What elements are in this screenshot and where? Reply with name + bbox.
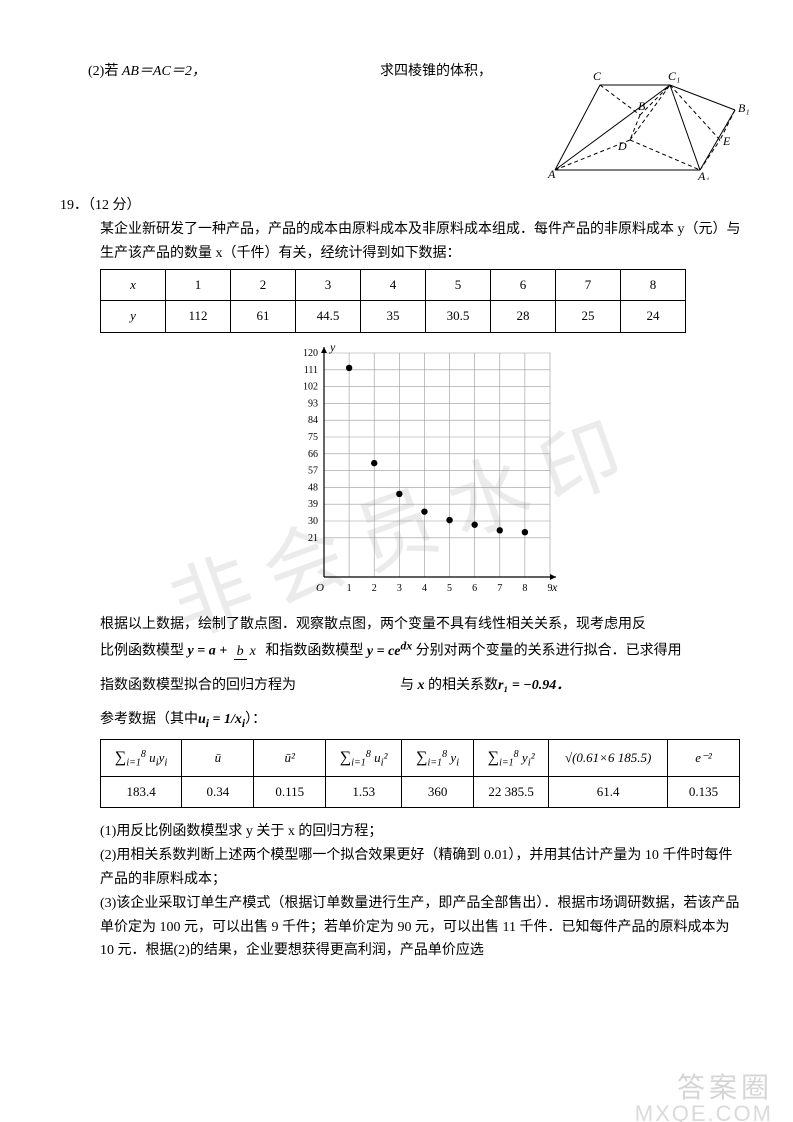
rt-v1: 0.34 <box>182 777 254 808</box>
svg-text:39: 39 <box>308 499 318 510</box>
q19-intro: 某企业新研发了一种产品，产品的成本由原料成本及非原料成本组成．每件产品的非原料成… <box>100 218 743 266</box>
t1-r8: 24 <box>621 301 686 332</box>
q19-sub2: (2)用相关系数判断上述两个模型哪一个拟合效果更好（精确到 0.01），并用其估… <box>100 844 743 892</box>
q19-t3-left: 指数函数模型拟合的回归方程为 <box>100 678 296 693</box>
t1-r6: 28 <box>491 301 556 332</box>
svg-text:8: 8 <box>522 583 527 594</box>
watermark-brand: 答案圈 <box>677 1064 773 1112</box>
t1-r4: 35 <box>361 301 426 332</box>
q19-scatter-plot: 123456789213039485766758493102111120Oxy <box>100 341 743 601</box>
rt-v6: 61.4 <box>549 777 668 808</box>
geometry-diagram: A C C₁ B₁ E A₁ B D <box>540 60 750 180</box>
q19-t2b-suf: 分别对两个变量的关系进行拟合．已求得用 <box>416 644 682 659</box>
svg-text:6: 6 <box>472 583 477 594</box>
t1-r2: 61 <box>231 301 296 332</box>
t1-r0: y <box>101 301 166 332</box>
t1-h4: 4 <box>361 270 426 301</box>
svg-text:B: B <box>638 99 646 113</box>
q19-t3-rp: 与 <box>400 678 414 693</box>
rt-v7: 0.135 <box>668 777 740 808</box>
svg-text:7: 7 <box>497 583 502 594</box>
rt-v5: 22 385.5 <box>474 777 549 808</box>
q19-ref-table: ∑i=18 uiyi ū ū² ∑i=18 ui² ∑i=18 yi ∑i=18… <box>100 739 740 808</box>
svg-text:111: 111 <box>303 364 317 375</box>
svg-text:75: 75 <box>308 432 318 443</box>
svg-text:84: 84 <box>308 415 318 426</box>
svg-text:1: 1 <box>346 583 351 594</box>
svg-text:120: 120 <box>303 348 318 359</box>
t1-r7: 25 <box>556 301 621 332</box>
rt-h7: e⁻² <box>668 740 740 777</box>
q19-sub3: (3)该企业采取订单生产模式（根据订单数量进行生产，即产品全部售出）．根据市场调… <box>100 892 743 963</box>
t1-h2: 2 <box>231 270 296 301</box>
rt-v4: 360 <box>402 777 474 808</box>
rt-h1: ū <box>182 740 254 777</box>
svg-text:y: y <box>329 341 336 354</box>
t1-h8: 8 <box>621 270 686 301</box>
q19-text3: 指数函数模型拟合的回归方程为 与 x 的相关系数r₁ = −0.94． <box>100 674 743 698</box>
t1-h3: 3 <box>296 270 361 301</box>
t1-r3: 44.5 <box>296 301 361 332</box>
t1-h1: 1 <box>166 270 231 301</box>
q19-text2a: 根据以上数据，绘制了散点图．观察散点图，两个变量不具有线性相关关系，现考虑用反 <box>100 613 743 637</box>
rt-h0: ∑i=18 uiyi <box>101 740 182 777</box>
svg-text:B₁: B₁ <box>738 101 750 115</box>
rt-h4: ∑i=18 yi <box>402 740 474 777</box>
rt-v3: 1.53 <box>326 777 402 808</box>
svg-text:5: 5 <box>447 583 452 594</box>
svg-text:30: 30 <box>308 516 318 527</box>
svg-text:A₁: A₁ <box>697 169 710 180</box>
q19-t3-rm: 的相关系数 <box>428 678 498 693</box>
svg-text:C₁: C₁ <box>668 69 680 83</box>
t1-h6: 6 <box>491 270 556 301</box>
svg-text:3: 3 <box>396 583 401 594</box>
svg-text:C: C <box>593 69 602 83</box>
q19-sub1: (1)用反比例函数模型求 y 关于 x 的回归方程； <box>100 820 743 844</box>
svg-text:A: A <box>547 167 556 180</box>
rt-v0: 183.4 <box>101 777 182 808</box>
q19-text2b: 比例函数模型 y = a + bx 和指数函数模型 y = cedx 分别对两个… <box>100 636 743 663</box>
svg-text:57: 57 <box>308 465 318 476</box>
rt-h3: ∑i=18 ui² <box>326 740 402 777</box>
q19-number: 19．（12 分） <box>60 194 743 218</box>
q18-p2-suffix: 求四棱锥的体积， <box>380 64 492 79</box>
q19-text4: 参考数据（其中ui = 1/xi）： <box>100 708 743 734</box>
svg-text:102: 102 <box>303 381 318 392</box>
q18-p2-prefix: (2)若 <box>88 64 122 79</box>
svg-text:4: 4 <box>421 583 426 594</box>
q18-p2-cond: AB＝AC＝2， <box>122 64 206 79</box>
watermark-url: MXQE.COM <box>635 1095 773 1122</box>
svg-text:D: D <box>617 139 627 153</box>
t1-h0: x <box>101 270 166 301</box>
svg-text:x: x <box>551 580 558 594</box>
rt-v2: 0.115 <box>254 777 326 808</box>
svg-text:O: O <box>316 582 324 594</box>
svg-text:2: 2 <box>371 583 376 594</box>
t1-h7: 7 <box>556 270 621 301</box>
q19-t4p: 参考数据（其中 <box>100 712 198 727</box>
svg-text:48: 48 <box>308 482 318 493</box>
q19-data-table: x 1 2 3 4 5 6 7 8 y 112 61 44.5 35 30.5 … <box>100 269 686 332</box>
q19-t2b-prefix: 比例函数模型 <box>100 644 184 659</box>
q18-part2-row: (2)若 AB＝AC＝2， 求四棱锥的体积， <box>60 60 743 180</box>
svg-text:93: 93 <box>308 398 318 409</box>
svg-text:66: 66 <box>308 448 318 459</box>
svg-text:21: 21 <box>308 532 318 543</box>
rt-h2: ū² <box>254 740 326 777</box>
t1-r5: 30.5 <box>426 301 491 332</box>
rt-h5: ∑i=18 yi² <box>474 740 549 777</box>
t1-h5: 5 <box>426 270 491 301</box>
q19-t2b-mid: 和指数函数模型 <box>265 644 363 659</box>
svg-text:E: E <box>722 134 731 148</box>
rt-h6: √(0.61×6 185.5) <box>549 740 668 777</box>
t1-r1: 112 <box>166 301 231 332</box>
q19-t4s: ）： <box>245 712 266 727</box>
